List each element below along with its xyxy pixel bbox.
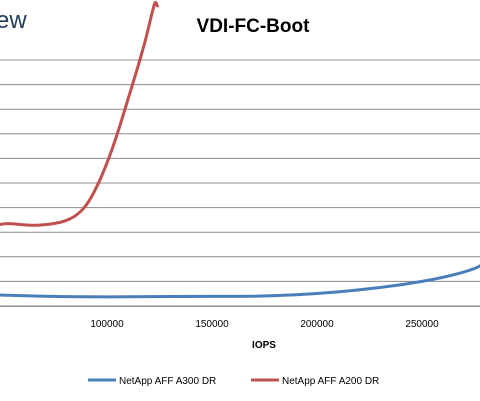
series-line-1 xyxy=(0,264,480,299)
x-axis-ticks: 000100000150000200000250000 xyxy=(90,319,439,330)
x-tick-label: 200000 xyxy=(300,319,334,330)
x-tick-label: 150000 xyxy=(195,319,229,330)
x-axis-label: IOPS xyxy=(252,340,276,351)
logo-fragment: ew xyxy=(0,7,27,34)
legend-label: NetApp AFF A300 DR xyxy=(119,376,216,387)
legend: NetApp AFF A300 DR NetApp AFF A200 DR xyxy=(88,376,379,387)
x-tick-label: 250000 xyxy=(405,319,439,330)
series-lines xyxy=(0,0,480,299)
chart-title: VDI-FC-Boot xyxy=(197,16,311,37)
series-line-2 xyxy=(0,0,159,227)
gridlines xyxy=(0,59,480,307)
legend-label: NetApp AFF A200 DR xyxy=(282,376,379,387)
x-tick-label: 100000 xyxy=(90,319,124,330)
